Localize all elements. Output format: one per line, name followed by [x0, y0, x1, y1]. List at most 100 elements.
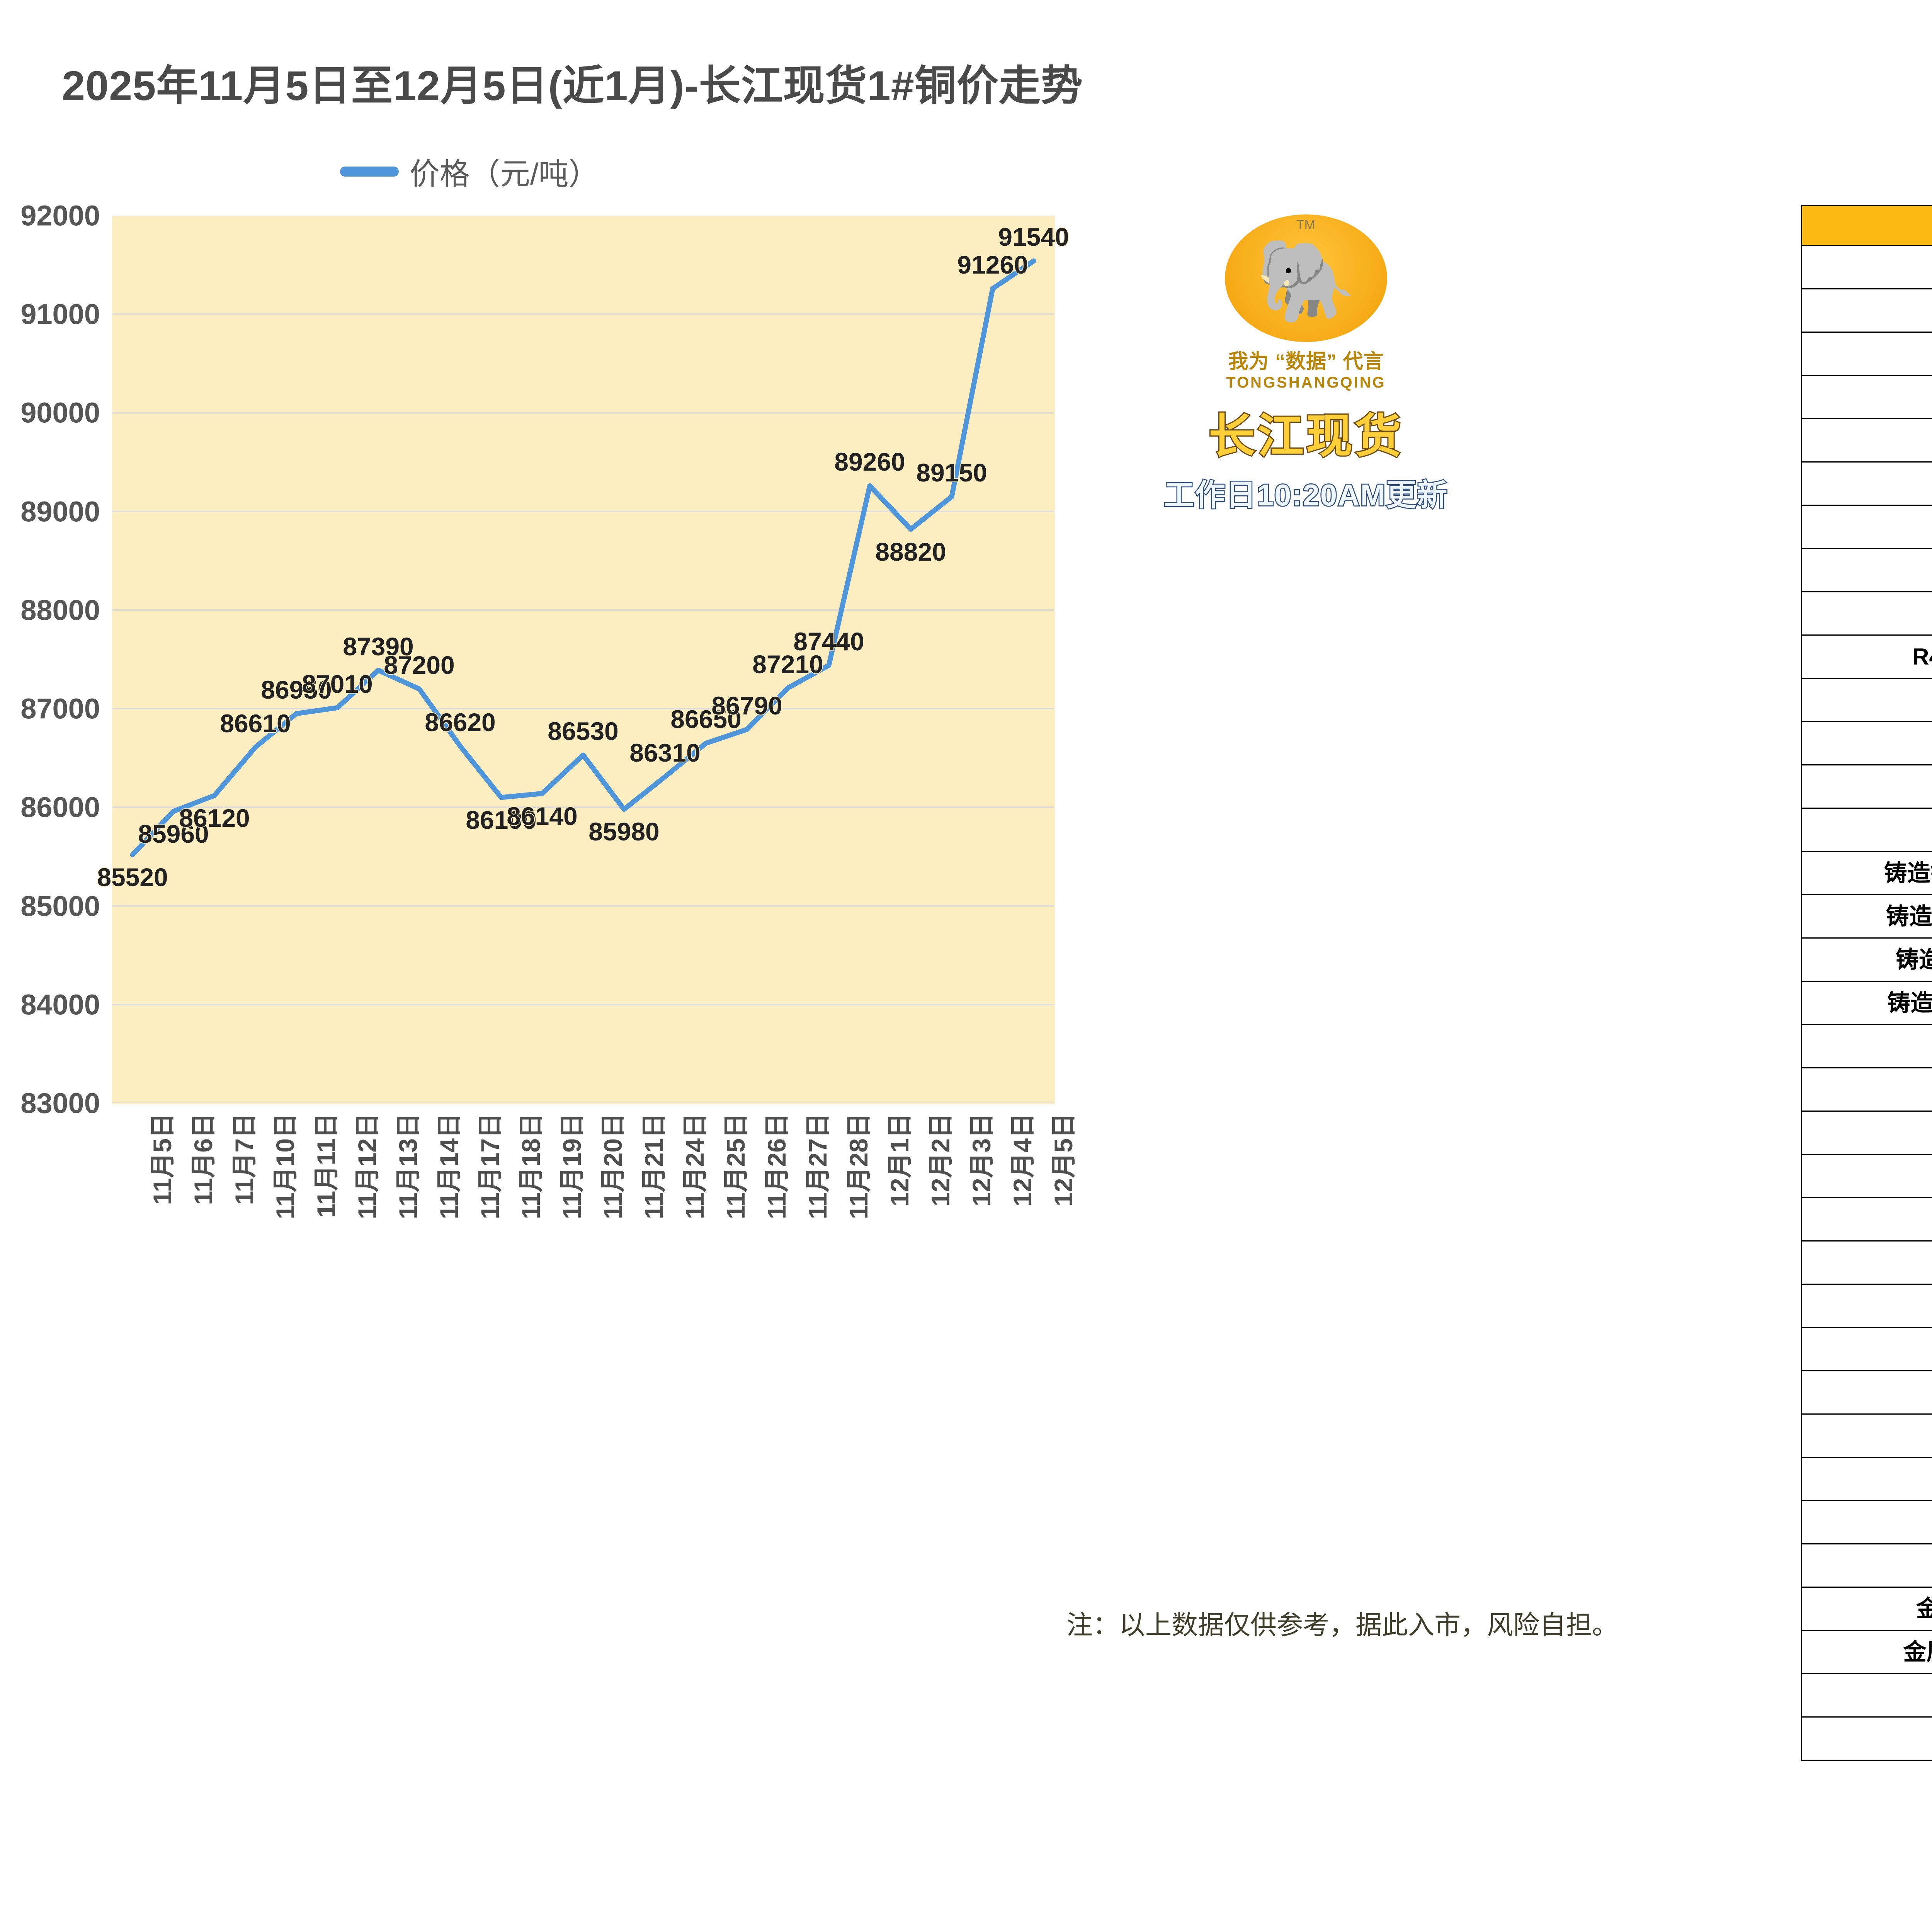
cell-product: 铸造铝合金锭(ZL102) [1801, 937, 1932, 982]
table-row: 1#白银1#134251343513430-330 [1801, 1067, 1932, 1112]
x-axis-tick: 11月13日 [394, 1113, 422, 1219]
cell-product: 金属硅553#-331# [1801, 1587, 1932, 1631]
cell-product: 氯化镍 [1801, 1716, 1932, 1761]
x-axis-tick: 11月6日 [189, 1113, 218, 1205]
x-axis-tick: 11月27日 [803, 1113, 832, 1219]
watermark-slogan: 我为 “数据” 代言 [1228, 350, 1384, 373]
y-axis-tick: 84000 [20, 988, 100, 1021]
cell-product: 441#硅 [1801, 1413, 1932, 1458]
cell-product: 铸造铝合金锭（A380） [1801, 894, 1932, 939]
table-row: R410A专用紫铜管R410A专用965409654096540280 [1801, 634, 1932, 679]
table-row: 1#铬1#8200085000835000 [1801, 1370, 1932, 1415]
data-point-label: 86610 [220, 709, 291, 738]
watermark-brand: 长江现货 [1208, 409, 1403, 463]
data-point-label: 86950 [261, 675, 332, 704]
cell-product: 钯金 [1801, 1111, 1932, 1155]
x-axis-tick: 12月3日 [967, 1113, 996, 1207]
x-axis-tick: 11月10日 [271, 1113, 299, 1219]
table-header-cell-0: 品种 [1801, 205, 1932, 246]
cell-product: 铸造铝合金锭(ZLD104) [1801, 981, 1932, 1025]
price-table-head: 品种材质最低价最高价均价涨跌 [1801, 205, 1932, 246]
data-point-label: 85960 [138, 819, 209, 848]
table-row: 铸造铝合金锭(ZL102)ZL102226002280022700100 [1801, 937, 1932, 982]
cell-product: 1#铬 [1801, 1370, 1932, 1415]
table-row: 磷铜合金磷14%左右9370010050097100250 [1801, 764, 1932, 809]
table-row: 铸造铝合金锭(ZLD104)ZLD104225002270022600100 [1801, 981, 1932, 1025]
x-axis-tick: 11月17日 [476, 1113, 504, 1219]
plot-background [112, 216, 1055, 1104]
grid-lines [112, 216, 1054, 1103]
table-row: 1#镍1#118000122800120400-350 [1801, 548, 1932, 592]
table-row: 铝合金ADC12ADC122150021700216000 [1801, 808, 1932, 852]
table-row: 1#电解锰1#159001610016000100 [1801, 1327, 1932, 1371]
cell-product: A00铝 [1801, 332, 1932, 376]
cell-product: 3303#硅 [1801, 1543, 1932, 1588]
table-row: 1#锡1#313500315500314500-3750 [1801, 591, 1932, 636]
data-point-label: 91540 [998, 223, 1069, 252]
table-row: 1#锌1#230002310023050150 [1801, 505, 1932, 549]
table-title: 12月05日长江有色金属现货行情 [1795, 43, 1932, 99]
cell-product: 1#锌 [1801, 505, 1932, 549]
table-row: 1#铜1#915209156091540280 [1801, 245, 1932, 289]
x-axis-tick: 11月5日 [148, 1113, 177, 1205]
watermark-update-time: 工作日10:20AM更新 [1163, 477, 1448, 513]
data-point-label: 86790 [711, 691, 782, 720]
x-axis-tick: 12月5日 [1049, 1113, 1078, 1207]
table-row: 2#锑2#1640001700001670000 [1801, 1240, 1932, 1285]
x-axis-tick: 11月7日 [230, 1113, 259, 1205]
cell-product: 漆包线 [1801, 721, 1932, 765]
data-point-label: 85980 [588, 817, 660, 846]
data-point-label: 91260 [957, 250, 1028, 279]
x-axis-tick: 12月2日 [926, 1113, 955, 1207]
table-row: 无氧铜丝(硬)3mm925509285092700280 [1801, 678, 1932, 722]
price-table: 品种材质最低价最高价均价涨跌 1#铜1#915209156091540280铜升… [1801, 205, 1932, 1761]
x-axis-tick: 12月4日 [1008, 1113, 1037, 1207]
data-point-label: 86140 [507, 801, 578, 830]
chart-note: 注：以上数据仅供参考，据此入市，风险自担。 [1066, 1611, 1619, 1640]
table-row: 漆包线QZ0.1-3.0mm948109881096810280 [1801, 721, 1932, 765]
legend-label: 价格（元/吨） [410, 157, 599, 191]
watermark-elephant-badge: 🐘 TM [1225, 214, 1387, 342]
data-point-label: 86650 [670, 705, 742, 734]
y-axis-tick: 87000 [20, 692, 100, 725]
cell-product: 磷铜合金 [1801, 764, 1932, 809]
table-panel: 12月05日长江有色金属现货行情 铜 商情 TONG SHANGQING 单位:… [1795, 0, 1932, 1932]
data-point-label: 87390 [343, 632, 414, 661]
cell-product: R410A专用紫铜管 [1801, 634, 1932, 679]
cell-product: 2202#硅 [1801, 1500, 1932, 1544]
cell-product: 1#铅 [1801, 418, 1932, 463]
y-axis-tick: 83000 [20, 1087, 100, 1119]
watermark-pinyin: TONGSHANGQING [1226, 374, 1386, 391]
table-row: 1#镁1#168001780017300-100 [1801, 1284, 1932, 1328]
cell-product: 金属硅3303#-2202# [1801, 1630, 1932, 1674]
cell-product: 1#白银 [1801, 1067, 1932, 1112]
table-row: 铸造铝合金锭(A356.2）A356.2231002350023300100 [1801, 851, 1932, 895]
data-point-label: 88820 [875, 537, 946, 566]
cell-product: 1#镁 [1801, 1284, 1932, 1328]
legend-line-swatch [340, 167, 399, 177]
cell-product: 1#电解锰 [1801, 1327, 1932, 1371]
y-axis-tick: 91000 [20, 298, 100, 330]
cell-product: 1#锡 [1801, 591, 1932, 636]
x-axis-tick: 11月25日 [721, 1113, 750, 1219]
x-axis-tick: 11月12日 [353, 1113, 381, 1219]
table-row: 金属硅3303#-2202#3303#-22021070015900133000 [1801, 1630, 1932, 1674]
chart-title: 2025年11月5日至12月5日(近1月)-长江现货1#铜价走势 [62, 62, 1083, 109]
cell-product: 铸造铝合金锭(A356.2） [1801, 851, 1932, 895]
watermark-logo: 🐘 TM 我为 “数据” 代言 TONGSHANGQING 长江现货 工作日10… [1113, 214, 1499, 513]
table-row: 1#锑1#1690001750001720000 [1801, 1197, 1932, 1242]
y-axis-tick: 92000 [20, 199, 100, 232]
table-row: 1#铅1#173501745017400125 [1801, 418, 1932, 463]
data-point-label: 86310 [629, 738, 701, 767]
table-row: 铜升贴水23027025010 [1801, 288, 1932, 333]
table-row: 压铸锌合金锭ZAMAK-3237502395023850150 [1801, 1024, 1932, 1068]
data-point-label: 87440 [793, 627, 864, 656]
data-point-label: 87210 [752, 650, 823, 679]
x-axis-tick: 11月14日 [435, 1113, 463, 1219]
table-row: 钯金Pd>99.95%355357356-12 [1801, 1111, 1932, 1155]
table-row: 金属硅553#-331#553#-331#960011000103000 [1801, 1587, 1932, 1631]
x-axis-tick: 11月19日 [558, 1113, 586, 1219]
data-point-label: 89260 [834, 447, 905, 476]
cell-product: 无氧铜丝(硬) [1801, 678, 1932, 722]
